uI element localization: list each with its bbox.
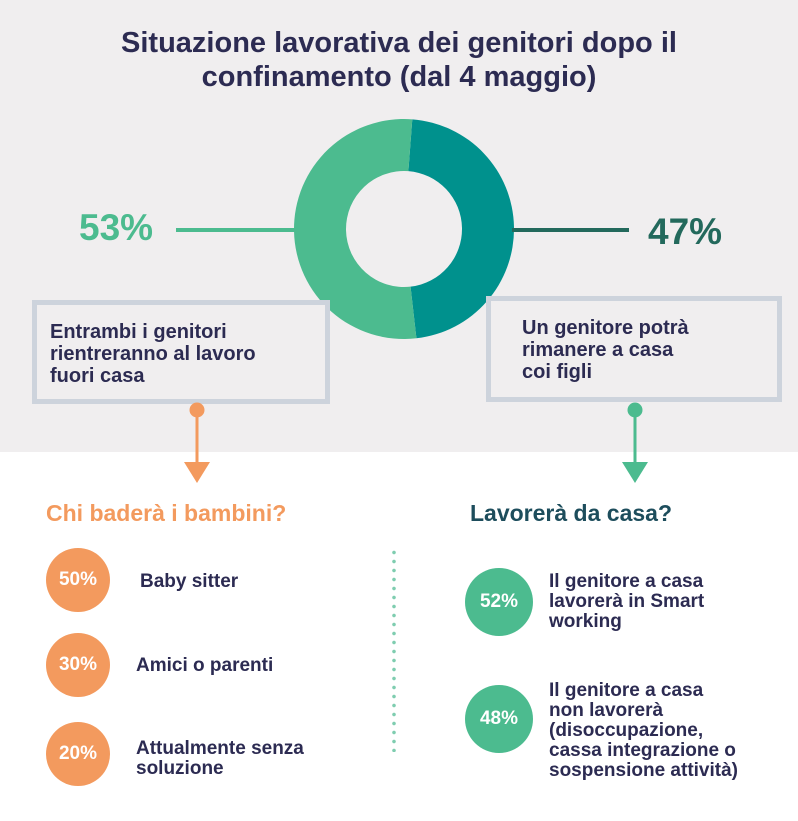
- donut-slice-53: [294, 119, 417, 339]
- left-box-line-2: rientreranno al lavoro: [50, 343, 256, 365]
- wfh-label-line: non lavorerà: [549, 700, 664, 721]
- left-label-box: Entrambi i genitori rientreranno al lavo…: [32, 300, 330, 404]
- donut-slice-47: [408, 119, 514, 339]
- dotted-divider: [392, 548, 396, 752]
- title-line-1: Situazione lavorativa dei genitori dopo …: [121, 27, 677, 59]
- left-connector-line: [176, 228, 314, 232]
- wfh-label-line: cassa integrazione o: [549, 740, 736, 761]
- childcare-label: Amici o parenti: [136, 655, 274, 676]
- right-box-line-3: coi figli: [522, 361, 592, 383]
- right-box-line-1: Un genitore potrà: [522, 317, 689, 339]
- right-box-line-2: rimanere a casa: [522, 339, 674, 361]
- right-connector-line: [512, 228, 629, 232]
- right-label-box: Un genitore potrà rimanere a casa coi fi…: [486, 296, 782, 402]
- childcare-pct-circle: 30%: [46, 633, 110, 697]
- wfh-pct-circle: 48%: [465, 685, 533, 753]
- slice-label-47: 47%: [648, 211, 723, 252]
- wfh-pct-circle: 52%: [465, 568, 533, 636]
- work-from-home-section-title: Lavorerà da casa?: [470, 500, 673, 526]
- page-title: Situazione lavorativa dei genitori dopo …: [20, 26, 778, 94]
- wfh-label-line: Il genitore a casa: [549, 571, 704, 592]
- childcare-label: Attualmente senza soluzione: [136, 739, 304, 779]
- left-box-line-1: Entrambi i genitori: [50, 321, 227, 343]
- wfh-label: Il genitore a casa non lavorerà (disoccu…: [549, 681, 738, 781]
- slice-label-53: 53%: [79, 207, 154, 248]
- childcare-label: Baby sitter: [140, 571, 239, 592]
- left-box-line-3: fuori casa: [50, 365, 145, 387]
- wfh-label-line: working: [549, 611, 622, 632]
- down-arrow-orange-icon: [184, 402, 210, 483]
- wfh-label-line: lavorerà in Smart: [549, 591, 705, 612]
- childcare-pct-circle: 20%: [46, 722, 110, 786]
- childcare-label-line-2: soluzione: [136, 758, 224, 779]
- wfh-label-line: Il genitore a casa: [549, 680, 704, 701]
- childcare-label-line-1: Attualmente senza: [136, 738, 304, 759]
- down-arrow-green-icon: [622, 402, 648, 483]
- donut-chart: [294, 119, 514, 339]
- wfh-label: Il genitore a casa lavorerà in Smart wor…: [549, 572, 704, 632]
- childcare-pct-circle: 50%: [46, 548, 110, 612]
- childcare-section-title: Chi baderà i bambini?: [46, 500, 287, 526]
- wfh-label-line: sospensione attività): [549, 760, 738, 781]
- wfh-label-line: (disoccupazione,: [549, 720, 704, 741]
- title-line-2: confinamento (dal 4 maggio): [201, 61, 597, 93]
